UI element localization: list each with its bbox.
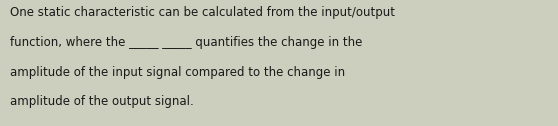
Text: One static characteristic can be calculated from the input/output: One static characteristic can be calcula…: [10, 6, 395, 19]
Text: amplitude of the output signal.: amplitude of the output signal.: [10, 95, 194, 108]
Text: function, where the _____ _____ quantifies the change in the: function, where the _____ _____ quantifi…: [10, 36, 362, 49]
Text: amplitude of the input signal compared to the change in: amplitude of the input signal compared t…: [10, 66, 345, 78]
